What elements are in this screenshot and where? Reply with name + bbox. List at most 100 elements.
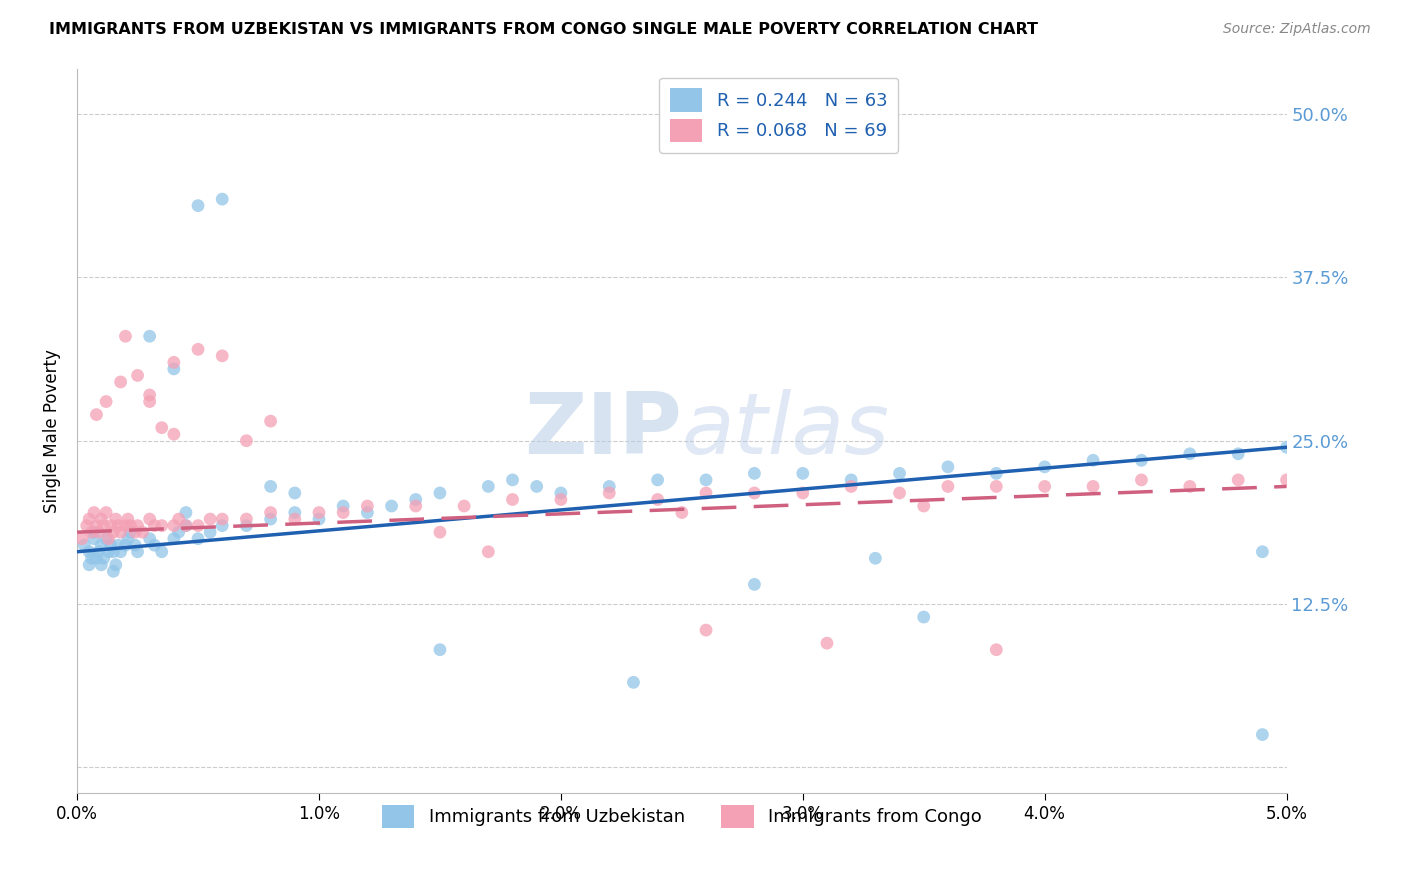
Text: Source: ZipAtlas.com: Source: ZipAtlas.com <box>1223 22 1371 37</box>
Point <box>117 532 139 546</box>
Point <box>502 492 524 507</box>
Point <box>792 467 814 481</box>
Point <box>94 506 117 520</box>
Point <box>284 486 307 500</box>
Point <box>90 538 112 552</box>
Point <box>100 538 122 552</box>
Point <box>114 518 136 533</box>
Point <box>163 427 186 442</box>
Point <box>865 551 887 566</box>
Point <box>1178 479 1201 493</box>
Point <box>87 545 110 559</box>
Point <box>815 636 838 650</box>
Point <box>936 459 959 474</box>
Point <box>163 355 186 369</box>
Point <box>380 499 402 513</box>
Point <box>598 479 620 493</box>
Point <box>889 467 911 481</box>
Point <box>97 532 120 546</box>
Point <box>103 525 125 540</box>
Point <box>83 532 105 546</box>
Point <box>1033 459 1056 474</box>
Point <box>1251 545 1274 559</box>
Point <box>77 545 100 559</box>
Point <box>138 512 160 526</box>
Point <box>308 506 330 520</box>
Point <box>83 506 105 520</box>
Point <box>167 525 190 540</box>
Point <box>127 368 149 383</box>
Point <box>150 545 173 559</box>
Point <box>127 518 149 533</box>
Point <box>86 408 108 422</box>
Point <box>127 545 149 559</box>
Point <box>198 512 221 526</box>
Point <box>107 538 129 552</box>
Point <box>550 492 572 507</box>
Point <box>405 499 427 513</box>
Point <box>429 525 451 540</box>
Point <box>695 473 717 487</box>
Point <box>477 545 499 559</box>
Point <box>284 506 307 520</box>
Point <box>1033 479 1056 493</box>
Point <box>143 538 166 552</box>
Point <box>76 518 98 533</box>
Legend: Immigrants from Uzbekistan, Immigrants from Congo: Immigrants from Uzbekistan, Immigrants f… <box>374 797 988 835</box>
Point <box>1178 447 1201 461</box>
Point <box>308 512 330 526</box>
Point <box>211 349 233 363</box>
Point <box>332 499 354 513</box>
Point <box>93 518 115 533</box>
Text: atlas: atlas <box>682 390 890 473</box>
Point <box>815 120 838 135</box>
Point <box>90 512 112 526</box>
Point <box>744 577 766 591</box>
Point <box>235 434 257 448</box>
Point <box>138 329 160 343</box>
Point <box>526 479 548 493</box>
Point <box>107 518 129 533</box>
Point <box>174 518 197 533</box>
Point <box>792 486 814 500</box>
Point <box>163 518 186 533</box>
Point <box>73 538 96 552</box>
Point <box>1130 473 1153 487</box>
Point <box>114 538 136 552</box>
Point <box>124 538 146 552</box>
Point <box>744 486 766 500</box>
Point <box>647 492 669 507</box>
Point <box>138 388 160 402</box>
Point <box>284 512 307 526</box>
Point <box>90 558 112 572</box>
Point <box>598 486 620 500</box>
Point <box>623 675 645 690</box>
Point <box>77 558 100 572</box>
Point <box>187 343 209 357</box>
Point <box>211 192 233 206</box>
Point <box>839 479 862 493</box>
Point <box>138 394 160 409</box>
Point <box>259 512 281 526</box>
Text: IMMIGRANTS FROM UZBEKISTAN VS IMMIGRANTS FROM CONGO SINGLE MALE POVERTY CORRELAT: IMMIGRANTS FROM UZBEKISTAN VS IMMIGRANTS… <box>49 22 1038 37</box>
Point <box>211 512 233 526</box>
Point <box>332 506 354 520</box>
Point <box>114 329 136 343</box>
Point <box>120 525 142 540</box>
Point <box>187 518 209 533</box>
Point <box>235 518 257 533</box>
Point <box>477 479 499 493</box>
Point <box>87 525 110 540</box>
Point <box>94 394 117 409</box>
Point <box>163 362 186 376</box>
Point <box>110 525 132 540</box>
Point <box>986 642 1008 657</box>
Point <box>124 525 146 540</box>
Point <box>131 525 153 540</box>
Point <box>103 565 125 579</box>
Point <box>912 499 935 513</box>
Point <box>93 551 115 566</box>
Point <box>117 512 139 526</box>
Y-axis label: Single Male Poverty: Single Male Poverty <box>44 349 60 513</box>
Point <box>502 473 524 487</box>
